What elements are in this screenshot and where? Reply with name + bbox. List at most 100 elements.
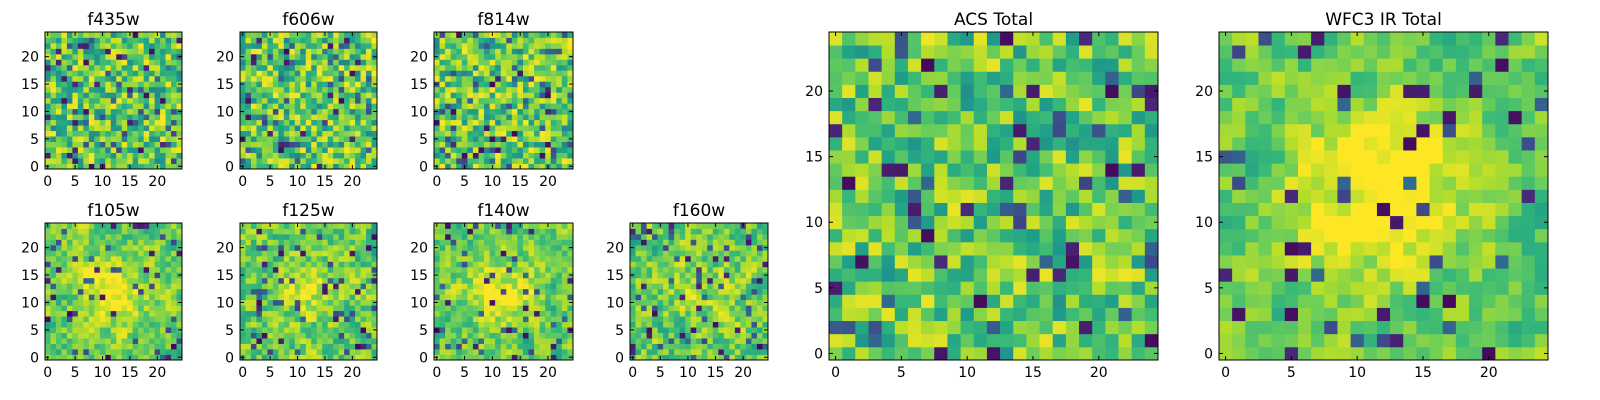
heatmap-cell	[272, 272, 279, 279]
heatmap-cell	[50, 305, 57, 312]
heatmap-cell	[261, 48, 268, 55]
heatmap-cell	[55, 250, 62, 257]
heatmap-cell	[272, 343, 279, 350]
heatmap-cell	[567, 32, 574, 38]
heatmap-cell	[907, 320, 922, 335]
heatmap-cell	[635, 332, 642, 339]
heatmap-cell	[250, 283, 257, 290]
heatmap-cell	[294, 86, 301, 93]
heatmap-cell	[300, 338, 307, 344]
heatmap-cell	[528, 277, 535, 284]
heatmap-cell	[349, 294, 356, 301]
heatmap-cell	[245, 81, 252, 88]
heatmap-cell	[333, 103, 340, 110]
heatmap-cell	[154, 141, 161, 148]
heatmap-cell	[132, 266, 139, 273]
heatmap-cell	[986, 202, 1001, 217]
heatmap-cell	[105, 125, 112, 132]
heatmap-cell	[154, 327, 161, 333]
heatmap-cell	[1052, 189, 1067, 203]
heatmap-cell	[450, 305, 457, 312]
heatmap-cell	[272, 114, 279, 121]
heatmap-cell	[740, 255, 747, 262]
heatmap-cell	[1052, 241, 1067, 256]
heatmap-cell	[556, 283, 563, 290]
heatmap-cell	[550, 272, 557, 279]
heatmap-cell	[456, 228, 463, 235]
heatmap-cell	[762, 310, 769, 317]
heatmap-cell	[50, 338, 57, 344]
heatmap-cell	[495, 349, 502, 355]
heatmap-cell	[72, 53, 79, 60]
heatmap-cell	[467, 103, 474, 110]
heatmap-cell	[110, 108, 117, 115]
heatmap-cell	[534, 343, 541, 350]
heatmap-cell	[333, 163, 340, 170]
heatmap-cell	[674, 261, 681, 268]
heatmap-cell	[127, 125, 134, 132]
heatmap-cell	[745, 349, 752, 355]
heatmap-cell	[305, 349, 312, 355]
heatmap-cell	[723, 233, 730, 240]
heatmap-cell	[461, 343, 468, 350]
heatmap-cell	[467, 299, 474, 306]
heatmap-cell	[556, 239, 563, 246]
heatmap-cell	[478, 283, 485, 290]
heatmap-cell	[283, 103, 290, 110]
heatmap-cell	[360, 244, 367, 251]
heatmap-cell	[333, 261, 340, 268]
heatmap-cell	[138, 32, 145, 38]
heatmap-cell	[881, 320, 896, 335]
heatmap-cell	[506, 228, 513, 235]
heatmap-cell	[894, 255, 909, 269]
heatmap-cell	[127, 97, 134, 104]
heatmap-cell	[294, 158, 301, 164]
heatmap-cell	[484, 327, 490, 333]
heatmap-cell	[450, 81, 457, 88]
heatmap-cell	[311, 272, 318, 279]
heatmap-cell	[278, 64, 285, 71]
heatmap-cell	[127, 158, 134, 164]
heatmap-cell	[461, 114, 468, 121]
heatmap-cell	[311, 32, 318, 38]
heatmap-cell	[121, 125, 128, 132]
heatmap-cell	[489, 288, 496, 295]
heatmap-cell	[881, 346, 896, 361]
heatmap-cell	[121, 163, 128, 170]
heatmap-cell	[478, 81, 485, 88]
heatmap-cell	[66, 272, 73, 279]
heatmap-cell	[160, 349, 166, 355]
heatmap-cell	[160, 48, 166, 55]
heatmap-cell	[461, 239, 468, 246]
heatmap-cell	[355, 75, 361, 82]
heatmap-cell	[456, 59, 463, 66]
heatmap-cell	[316, 239, 323, 246]
heatmap-cell	[556, 42, 563, 49]
heatmap-cell	[149, 130, 155, 137]
heatmap-cell	[506, 244, 513, 251]
heatmap-cell	[635, 310, 642, 317]
heatmap-cell	[635, 288, 642, 295]
heatmap-cell	[138, 64, 145, 71]
heatmap-cell	[316, 152, 323, 159]
heatmap-cell	[495, 299, 502, 306]
heatmap-cell	[472, 321, 479, 328]
heatmap-cell	[322, 277, 329, 284]
heatmap-cell	[300, 283, 307, 290]
heatmap-cell	[121, 147, 128, 153]
heatmap-cell	[829, 294, 843, 308]
heatmap-cell	[500, 305, 507, 312]
heatmap-cell	[121, 48, 128, 55]
heatmap-cell	[360, 283, 367, 290]
heatmap-cell	[751, 239, 758, 246]
heatmap-cell	[550, 103, 557, 110]
heatmap-cell	[132, 37, 139, 44]
heatmap-cell	[842, 189, 856, 203]
heatmap-cell	[456, 272, 463, 279]
heatmap-cell	[986, 189, 1001, 203]
heatmap-cell	[272, 354, 279, 361]
heatmap-cell	[267, 130, 274, 137]
heatmap-cell	[439, 338, 446, 344]
heatmap-cell	[550, 42, 557, 49]
heatmap-cell	[646, 321, 653, 328]
